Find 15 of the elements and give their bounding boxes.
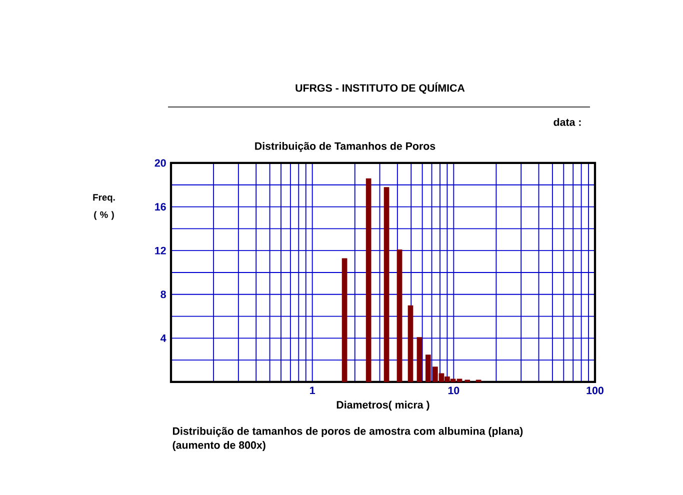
y-tick-label: 16 xyxy=(155,203,166,211)
x-tick-label: 1 xyxy=(310,386,315,394)
text: UFRGS - INSTITUTO DE QUÍMICA xyxy=(296,82,465,94)
text: Distribuição de tamanhos de poros de amostra com albumina (plana) xyxy=(172,427,523,437)
x-tick-label: 10 xyxy=(448,386,460,394)
x-tick-label: 100 xyxy=(586,386,604,394)
chart-title: Distribuição de Tamanhos de Poros xyxy=(255,142,436,152)
y-tick-label: 4 xyxy=(160,334,166,342)
y-tick-label: 12 xyxy=(155,246,166,254)
y-tick-label: 8 xyxy=(160,290,166,298)
text: (aumento de 800x) xyxy=(172,441,266,451)
x-axis-title: Diametros( micra ) xyxy=(336,400,430,411)
y-tick-label: 20 xyxy=(154,159,166,167)
y-axis-title: Freq. ( % ) xyxy=(93,194,115,220)
text: data : xyxy=(554,118,581,126)
